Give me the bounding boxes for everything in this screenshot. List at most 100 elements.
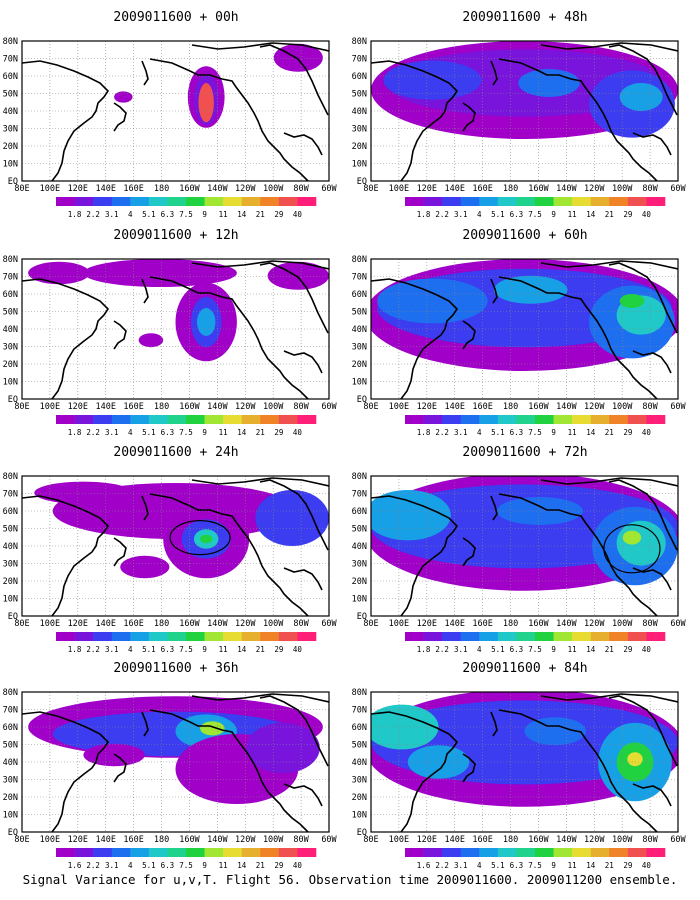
forecast-map: 80N 70N 60N 50N 40N 30N 20N 10N EQ — [3, 472, 330, 622]
colorbar-swatch — [130, 848, 150, 857]
longitude-label: 60W — [321, 184, 337, 194]
coastline — [490, 495, 498, 521]
colorbar-swatch — [111, 632, 131, 641]
longitude-label: 120W — [235, 619, 256, 629]
coastline — [498, 493, 658, 616]
colorbar-swatch — [423, 632, 443, 641]
colorbar-label: 6.3 — [510, 428, 524, 437]
colorbar-swatch — [572, 848, 592, 857]
longitude-label: 140E — [444, 835, 464, 845]
longitude-label: 120W — [235, 184, 256, 194]
latitude-label: 30N — [352, 560, 367, 570]
colorbar-swatch — [204, 848, 224, 857]
variance-contour-region — [120, 555, 170, 579]
colorbar-label: 21 — [605, 210, 614, 219]
colorbar-label: 6.3 — [510, 861, 524, 870]
latitude-label: 60N — [352, 723, 367, 733]
latitude-label: EQ — [357, 395, 367, 405]
colorbar-label: 11 — [568, 645, 577, 654]
longitude-label: 140W — [207, 184, 228, 194]
coastline — [22, 495, 110, 616]
colorbar-label: 40 — [293, 861, 303, 870]
colorbar-swatch — [423, 197, 443, 206]
colorbar-label: 1.8 — [417, 428, 431, 437]
colorbar-label: 3.1 — [454, 861, 468, 870]
latitude-label: 70N — [352, 706, 367, 716]
variance-contour-region — [246, 722, 320, 774]
longitude-label: 100E — [389, 835, 409, 845]
latitude-label: 60N — [352, 290, 367, 300]
longitude-label: 160W — [528, 835, 549, 845]
observation-circle — [603, 524, 661, 574]
latitude-label: 50N — [3, 525, 18, 535]
colorbar-swatch — [74, 197, 94, 206]
colorbar-label: 2.2 — [435, 645, 449, 654]
colorbar-swatch — [590, 632, 610, 641]
coastline — [283, 567, 323, 591]
longitude-label: 120W — [235, 402, 256, 412]
coastline — [540, 42, 678, 52]
colorbar-label: 3.1 — [105, 861, 119, 870]
colorbar-swatch — [572, 632, 592, 641]
colorbar-label: 11 — [219, 645, 228, 654]
colorbar-swatch — [535, 197, 554, 206]
colorbar-label: 2.2 — [86, 861, 100, 870]
longitude-label: 140E — [95, 402, 115, 412]
map-frame — [370, 40, 679, 182]
latitude-label: EQ — [357, 177, 367, 187]
latitude-label: 30N — [352, 125, 367, 135]
coastline — [498, 709, 658, 832]
colorbar-label: 9 — [202, 210, 207, 219]
longitude-label: 140W — [207, 402, 228, 412]
colorbar-swatch — [297, 848, 317, 857]
colorbar-swatch — [74, 848, 94, 857]
colorbar-swatch — [479, 197, 499, 206]
colorbar-swatch — [148, 415, 168, 424]
latitude-label: 70N — [352, 55, 367, 65]
colorbar-label: 5.1 — [142, 861, 156, 870]
longitude-label: 120W — [584, 184, 605, 194]
colorbar-swatch — [186, 848, 205, 857]
latitude-label: 50N — [3, 308, 18, 318]
longitude-label: 140W — [556, 184, 577, 194]
panel-title: 2009011600 + 00h — [113, 10, 239, 25]
longitude-label: 100E — [40, 184, 60, 194]
colorbar-swatch — [278, 632, 298, 641]
longitude-axis: 80E 100E 120E 140E 160E 180 160W 140W 120W 100W 80… — [363, 402, 686, 412]
coastline — [490, 278, 498, 304]
colorbar-swatch — [130, 197, 150, 206]
colorbar-label: 5.1 — [142, 645, 156, 654]
coastline — [371, 711, 459, 832]
latitude-label: 20N — [352, 142, 367, 152]
colorbar-label: 11 — [568, 861, 577, 870]
colorbar-label: 7.5 — [179, 210, 193, 219]
variance-contour-region — [255, 490, 329, 546]
forecast-map: 80N 70N 60N 50N 40N 30N 20N 10N EQ — [352, 37, 679, 187]
colorbar-label: 21 — [256, 861, 265, 870]
colorbar-label: 11 — [219, 428, 228, 437]
variance-contour-region — [371, 490, 451, 541]
longitude-label: 80E — [363, 619, 378, 629]
latitude-label: 40N — [3, 758, 18, 768]
longitude-label: 120E — [68, 619, 88, 629]
colorbar-label: 40 — [642, 645, 652, 654]
coastline — [141, 60, 149, 86]
variance-contour-region — [524, 717, 586, 746]
latitude-label: 40N — [352, 542, 367, 552]
longitude-label: 120W — [584, 835, 605, 845]
latitude-label: 70N — [3, 706, 18, 716]
coastline — [540, 693, 678, 703]
coastline — [371, 60, 459, 181]
variance-contour-region — [622, 530, 642, 545]
longitude-label: 100E — [40, 402, 60, 412]
coastline — [149, 58, 309, 181]
coastline — [22, 711, 110, 832]
colorbar-swatch — [204, 415, 224, 424]
latitude-label: EQ — [357, 828, 367, 838]
latitude-label: 20N — [3, 793, 18, 803]
colorbar-label: 1.8 — [68, 210, 82, 219]
latitude-label: EQ — [357, 612, 367, 622]
longitude-label: 160E — [123, 619, 143, 629]
variance-contour-region — [34, 481, 133, 504]
longitude-label: 140E — [95, 619, 115, 629]
